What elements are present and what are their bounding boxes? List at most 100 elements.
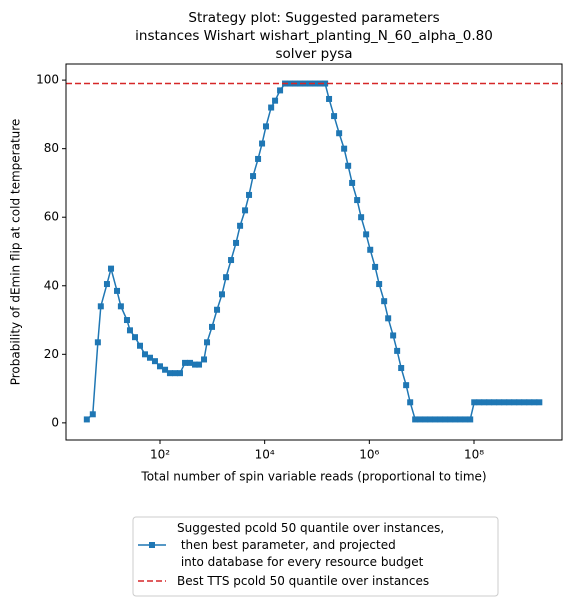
point <box>83 416 90 423</box>
point <box>312 80 319 87</box>
point <box>187 359 194 366</box>
point <box>516 399 523 406</box>
point <box>182 359 189 366</box>
legend-label-line: into database for every resource budget <box>177 555 424 569</box>
point <box>398 365 405 372</box>
y-tick-label: 20 <box>44 347 59 361</box>
point <box>531 399 538 406</box>
y-tick-label: 60 <box>44 210 59 224</box>
legend-label-line: then best parameter, and projected <box>177 538 396 552</box>
point <box>427 416 434 423</box>
plot-frame <box>65 63 563 441</box>
point <box>277 87 284 94</box>
point <box>242 207 249 214</box>
point <box>394 347 401 354</box>
point <box>511 399 518 406</box>
point <box>471 399 478 406</box>
point <box>114 287 121 294</box>
point <box>467 416 474 423</box>
point <box>422 416 429 423</box>
point <box>268 104 275 111</box>
point <box>117 303 124 310</box>
point <box>496 399 503 406</box>
point <box>209 323 216 330</box>
point <box>176 370 183 377</box>
point <box>272 97 279 104</box>
point <box>108 265 115 272</box>
point <box>462 416 469 423</box>
point <box>201 356 208 363</box>
x-tick-label: 10² <box>150 448 170 462</box>
point <box>162 366 169 373</box>
point <box>89 411 96 418</box>
point <box>322 80 329 87</box>
point <box>354 197 361 204</box>
point <box>250 173 257 180</box>
point <box>228 257 235 264</box>
point <box>172 370 179 377</box>
point <box>151 358 158 365</box>
point <box>259 140 266 147</box>
legend-box <box>132 516 499 597</box>
point <box>376 281 383 288</box>
point <box>432 416 439 423</box>
point <box>141 351 148 358</box>
y-tick-label: 80 <box>44 141 59 155</box>
point <box>262 123 269 130</box>
point <box>447 416 454 423</box>
point <box>506 399 513 406</box>
x-tick-label: 10⁶ <box>359 448 379 462</box>
legend-label-line: Best TTS pcold 50 quantile over instance… <box>177 574 429 588</box>
point <box>204 339 211 346</box>
chart-title: Strategy plot: Suggested parameters <box>188 10 439 26</box>
point <box>403 382 410 389</box>
series-line <box>86 82 540 421</box>
legend-label: Suggested pcold 50 quantile over instanc… <box>177 521 444 569</box>
point <box>372 263 379 270</box>
point <box>246 191 253 198</box>
point <box>358 214 365 221</box>
chart-title: instances Wishart wishart_planting_N_60_… <box>135 28 493 44</box>
point <box>331 113 338 120</box>
point <box>218 291 225 298</box>
point <box>233 239 240 246</box>
point <box>326 95 333 102</box>
point <box>137 342 144 349</box>
point <box>501 399 508 406</box>
point <box>526 399 533 406</box>
point <box>123 317 130 324</box>
point <box>126 327 133 334</box>
point <box>341 145 348 152</box>
point <box>521 399 528 406</box>
point <box>131 334 138 341</box>
point <box>146 354 153 361</box>
point <box>363 231 370 238</box>
x-tick-label: 10⁴ <box>255 448 275 462</box>
point <box>390 332 397 339</box>
point <box>457 416 464 423</box>
point <box>407 399 414 406</box>
legend-label: Best TTS pcold 50 quantile over instance… <box>177 574 429 588</box>
point <box>336 130 343 137</box>
point <box>214 306 221 313</box>
point <box>223 274 230 281</box>
point <box>156 363 163 370</box>
point <box>437 416 444 423</box>
point <box>237 222 244 229</box>
point <box>367 246 374 253</box>
point <box>196 361 203 368</box>
point <box>103 281 110 288</box>
point <box>345 162 352 169</box>
point <box>536 399 543 406</box>
y-tick-label: 0 <box>51 415 59 429</box>
legend-swatch <box>149 542 155 548</box>
point <box>486 399 493 406</box>
x-tick-label: 10⁸ <box>464 448 484 462</box>
point <box>442 416 449 423</box>
point <box>452 416 459 423</box>
point <box>287 80 294 87</box>
point <box>192 361 199 368</box>
point <box>385 315 392 322</box>
legend-label-line: Suggested pcold 50 quantile over instanc… <box>177 521 444 535</box>
